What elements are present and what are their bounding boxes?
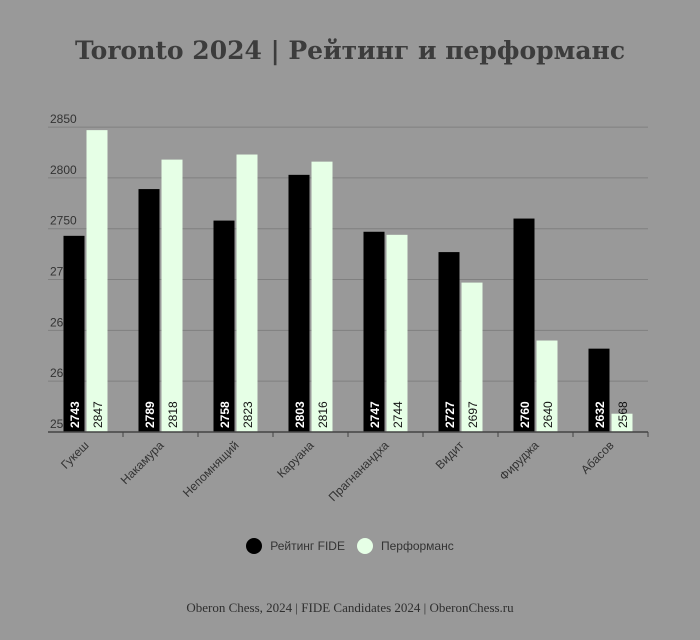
bar-performance xyxy=(611,413,633,432)
bar-value-label: 2823 xyxy=(241,401,255,428)
bar-value-label: 2816 xyxy=(316,401,330,428)
bar-rating xyxy=(138,189,160,432)
x-category-label: Каруана xyxy=(274,438,317,481)
bar-performance xyxy=(311,161,333,432)
bar-value-label: 2789 xyxy=(143,401,157,428)
bar-performance xyxy=(386,234,408,432)
legend-item-performance: Перформанс xyxy=(356,538,454,554)
x-category-label: Гукеш xyxy=(58,438,92,472)
bar-value-label: 2632 xyxy=(593,401,607,428)
footer-credits: Oberon Chess, 2024 | FIDE Candidates 202… xyxy=(186,600,514,615)
bar-rating xyxy=(213,220,235,432)
legend-swatch-performance xyxy=(356,538,373,554)
bar-value-label: 2568 xyxy=(616,401,630,428)
legend-label-performance: Перформанс xyxy=(380,539,454,553)
bar-value-label: 2847 xyxy=(91,401,105,428)
bar-value-label: 2760 xyxy=(518,401,532,428)
legend-item-rating: Рейтинг FIDE xyxy=(246,538,345,554)
bar-value-label: 2758 xyxy=(218,401,232,428)
bar-value-label: 2640 xyxy=(541,401,555,428)
y-tick-label: 2800 xyxy=(50,163,77,177)
x-category-label: Абасов xyxy=(578,438,617,477)
bar-rating xyxy=(363,231,385,432)
x-category-label: Накамура xyxy=(118,438,167,487)
bar-value-label: 2747 xyxy=(368,401,382,428)
bar-value-label: 2727 xyxy=(443,401,457,428)
legend-swatch-rating xyxy=(246,538,263,554)
y-tick-label: 2850 xyxy=(50,112,77,126)
bar-performance xyxy=(236,154,258,432)
bar-value-label: 2744 xyxy=(391,401,405,428)
bar-performance xyxy=(86,130,108,432)
bar-value-label: 2803 xyxy=(293,401,307,428)
bar-performance xyxy=(536,340,558,432)
x-category-label: Видит xyxy=(433,438,467,472)
y-tick-label: 2750 xyxy=(50,214,77,228)
chart-title: Toronto 2024 | Рейтинг и перформанс xyxy=(74,36,626,65)
bar-rating xyxy=(63,235,85,432)
bar-performance xyxy=(461,282,483,432)
legend: Рейтинг FIDE Перформанс xyxy=(0,538,700,554)
bar-rating xyxy=(288,174,310,432)
x-category-label: Фируджа xyxy=(497,438,542,483)
x-category-label: Прагнанандха xyxy=(326,438,392,504)
bar-value-label: 2743 xyxy=(68,401,82,428)
bar-performance xyxy=(161,159,183,432)
legend-label-rating: Рейтинг FIDE xyxy=(270,539,345,553)
bar-value-label: 2818 xyxy=(166,401,180,428)
x-category-label: Непомнящий xyxy=(180,438,242,500)
bar-rating xyxy=(588,348,610,432)
bar-rating xyxy=(438,252,460,432)
bar-value-label: 2697 xyxy=(466,401,480,428)
bar-rating xyxy=(513,218,535,432)
